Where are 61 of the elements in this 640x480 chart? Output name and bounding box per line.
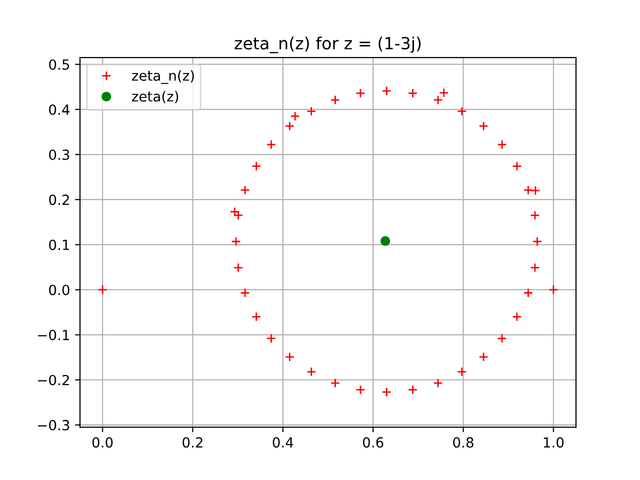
- point: [478, 121, 488, 131]
- point: [306, 106, 316, 116]
- point: [532, 236, 542, 246]
- point: [497, 140, 507, 150]
- point: [497, 334, 507, 344]
- point: [266, 334, 276, 344]
- point: [523, 288, 534, 298]
- point: [380, 236, 390, 246]
- point: [530, 262, 540, 273]
- point: [478, 352, 488, 362]
- x-tick-label: 0.2: [182, 437, 202, 448]
- y-tick-label: −0.2: [38, 374, 69, 386]
- point: [356, 88, 366, 98]
- x-tick-label: 0.8: [453, 437, 474, 448]
- x-tick-label: 0.6: [362, 437, 384, 448]
- y-tick-label: 0.5: [49, 59, 70, 70]
- point: [251, 312, 262, 322]
- point: [523, 185, 534, 195]
- point: [512, 312, 522, 322]
- point: [530, 210, 540, 220]
- y-tick-label: 0.1: [49, 240, 69, 250]
- point: [439, 88, 449, 98]
- point: [231, 236, 241, 246]
- point: [457, 106, 467, 116]
- point: [266, 140, 276, 150]
- x-tick-label: 0.0: [92, 437, 113, 448]
- point: [382, 387, 392, 397]
- point: [408, 88, 418, 98]
- point: [290, 111, 300, 122]
- point: [512, 161, 522, 172]
- point: [356, 384, 366, 395]
- point: [284, 121, 295, 131]
- point: [530, 186, 540, 196]
- point: [284, 352, 295, 362]
- point: [233, 262, 244, 273]
- y-tick-label: 0.3: [49, 149, 70, 160]
- legend-label: zeta(z): [132, 90, 178, 104]
- point: [240, 288, 250, 298]
- point: [433, 95, 443, 105]
- legend-label: zeta_n(z): [132, 70, 194, 84]
- x-tick-label: 0.4: [272, 437, 294, 448]
- point: [240, 185, 250, 195]
- point: [306, 366, 316, 377]
- x-tick-label: 1.0: [544, 437, 564, 448]
- point: [251, 161, 262, 172]
- point: [233, 210, 244, 220]
- chart-title: zeta_n(z) for z = (1-3j): [234, 36, 421, 54]
- point: [330, 95, 340, 105]
- y-tick-label: −0.1: [38, 330, 69, 340]
- y-tick-label: −0.3: [38, 420, 70, 430]
- y-tick-label: 0.2: [49, 194, 69, 206]
- y-tick-label: 0.4: [49, 104, 70, 115]
- point: [548, 284, 558, 295]
- point: [330, 378, 340, 388]
- point: [408, 384, 418, 395]
- point: [382, 86, 392, 96]
- point: [98, 284, 108, 295]
- point: [433, 378, 443, 388]
- y-tick-label: 0.0: [49, 284, 70, 296]
- point: [457, 366, 467, 377]
- point: [230, 206, 240, 217]
